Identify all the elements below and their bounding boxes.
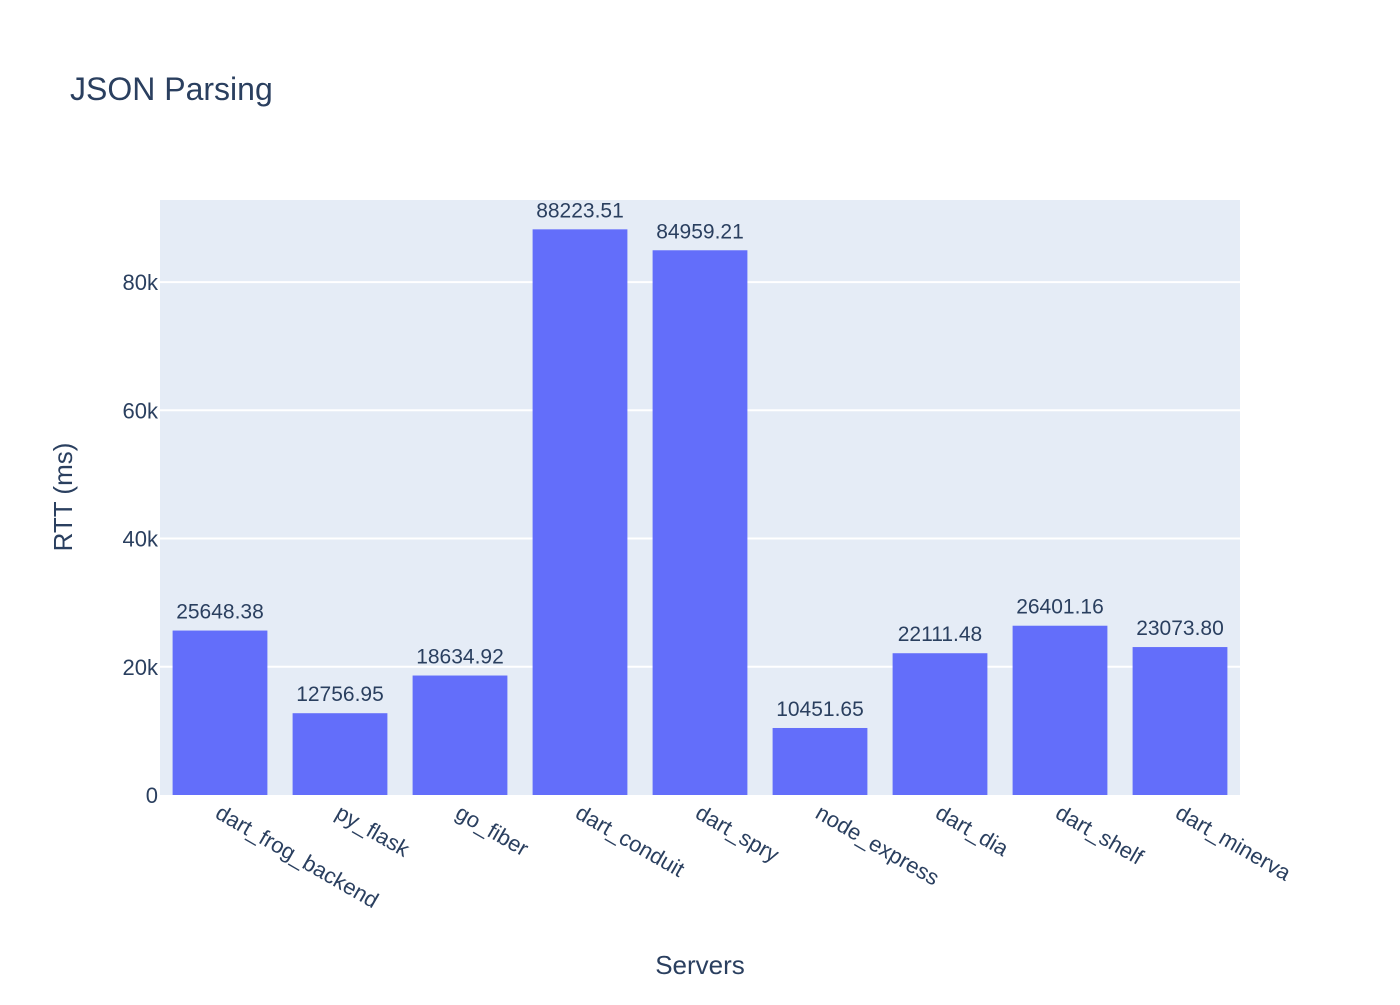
x-tick-label: py_flask	[332, 800, 415, 863]
x-tick-label: dart_minerva	[1172, 800, 1296, 886]
y-axis-label: RTT (ms)	[48, 443, 78, 552]
data-label: 26401.16	[1016, 596, 1104, 619]
y-tick-label: 60k	[123, 398, 159, 423]
y-tick-label: 20k	[123, 655, 159, 680]
x-tick-label: dart_conduit	[572, 800, 689, 882]
data-label: 12756.95	[296, 683, 384, 706]
bar-dart_dia[interactable]	[892, 653, 988, 795]
x-tick-label: node_express	[812, 800, 944, 891]
x-tick-label: dart_shelf	[1052, 800, 1149, 870]
x-tick-label: dart_spry	[692, 800, 784, 868]
y-tick-label: 80k	[123, 270, 159, 295]
bar-dart_conduit[interactable]	[532, 229, 628, 796]
bar-go_fiber[interactable]	[412, 675, 508, 795]
data-label: 22111.48	[898, 623, 982, 646]
x-tick-label: dart_dia	[932, 800, 1014, 862]
data-label: 25648.38	[176, 601, 264, 624]
chart-title: JSON Parsing	[70, 71, 273, 107]
data-label: 84959.21	[656, 220, 744, 243]
y-tick-label: 40k	[123, 527, 159, 552]
data-label: 23073.80	[1136, 617, 1224, 640]
data-label: 10451.65	[776, 698, 864, 721]
data-label: 88223.51	[536, 199, 624, 222]
x-axis-label: Servers	[655, 950, 745, 980]
bar-dart_minerva[interactable]	[1132, 647, 1228, 795]
bar-dart_shelf[interactable]	[1012, 625, 1108, 795]
bar-node_express[interactable]	[772, 727, 868, 795]
bar-dart_spry[interactable]	[652, 250, 748, 795]
y-tick-label: 0	[146, 783, 158, 808]
x-tick-label: go_fiber	[452, 800, 533, 861]
data-label: 18634.92	[416, 646, 504, 669]
bar-dart_frog_backend[interactable]	[172, 630, 268, 795]
bar-py_flask[interactable]	[292, 713, 388, 795]
